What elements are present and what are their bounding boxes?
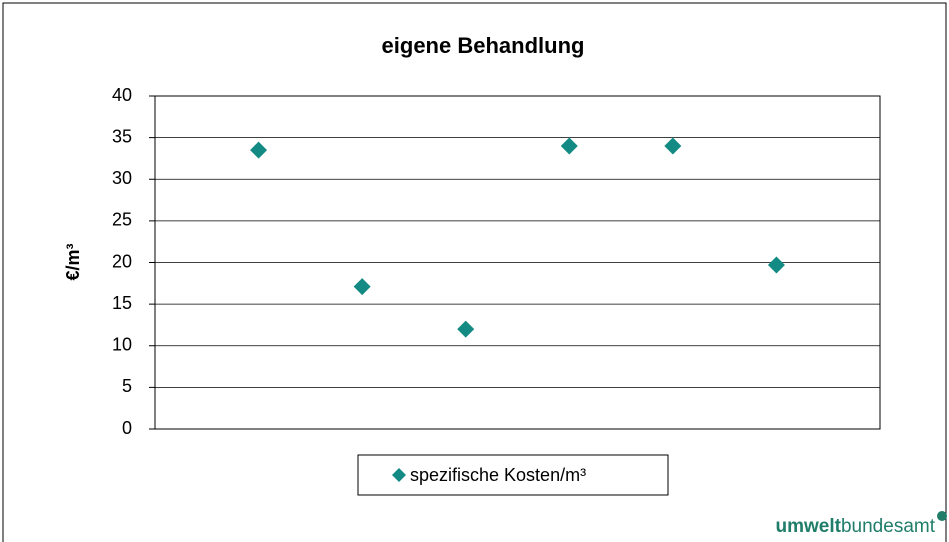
logo: umweltbundesamt bbox=[776, 516, 936, 537]
marker bbox=[767, 256, 785, 274]
legend-box bbox=[357, 454, 669, 496]
marker bbox=[664, 137, 682, 155]
marker bbox=[353, 278, 371, 296]
y-tick-label: 30 bbox=[112, 168, 132, 188]
y-tick-label: 0 bbox=[122, 418, 132, 438]
y-axis-label: €/m³ bbox=[63, 243, 83, 280]
y-tick-label: 5 bbox=[122, 376, 132, 396]
logo-regular: bundesamt bbox=[841, 516, 936, 537]
legend-label: spezifische Kosten/m³ bbox=[410, 465, 586, 485]
y-tick-label: 15 bbox=[112, 293, 132, 313]
legend-marker bbox=[392, 468, 406, 482]
marker bbox=[250, 141, 268, 159]
y-tick-label: 25 bbox=[112, 210, 132, 230]
y-tick-label: 20 bbox=[112, 251, 132, 271]
y-tick-label: 40 bbox=[112, 85, 132, 105]
logo-icon bbox=[937, 511, 947, 521]
marker bbox=[560, 137, 578, 155]
logo-bold: umwelt bbox=[776, 516, 842, 537]
chart-title: eigene Behandlung bbox=[382, 33, 585, 58]
y-tick-label: 10 bbox=[112, 335, 132, 355]
y-tick-label: 35 bbox=[112, 126, 132, 146]
plot-area bbox=[154, 95, 881, 430]
marker bbox=[457, 320, 475, 338]
